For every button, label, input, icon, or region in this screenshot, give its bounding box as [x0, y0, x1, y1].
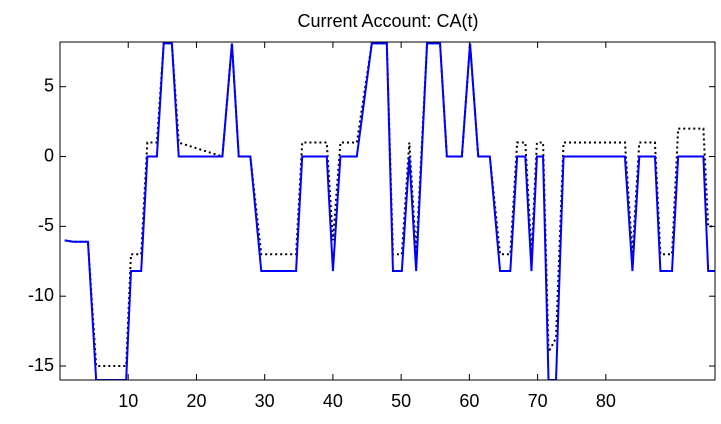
line-series: [64, 42, 715, 380]
y-tick-label: 0: [44, 145, 54, 165]
plot-frame: [59, 41, 716, 381]
x-tick-label: 80: [596, 391, 616, 411]
chart-title: Current Account: CA(t): [297, 11, 478, 31]
y-tick-label: -15: [28, 355, 54, 375]
x-tick-label: 50: [391, 391, 411, 411]
y-tick-label: -10: [28, 285, 54, 305]
x-tick-label: 10: [118, 391, 138, 411]
x-tick-label: 20: [186, 391, 206, 411]
x-tick-label: 40: [323, 391, 343, 411]
y-tick-label: 5: [44, 75, 54, 95]
x-tick-label: 70: [528, 391, 548, 411]
line-series: [64, 42, 715, 368]
y-tick-label: -5: [38, 215, 54, 235]
x-tick-label: 30: [255, 391, 275, 411]
x-tick-label: 60: [459, 391, 479, 411]
